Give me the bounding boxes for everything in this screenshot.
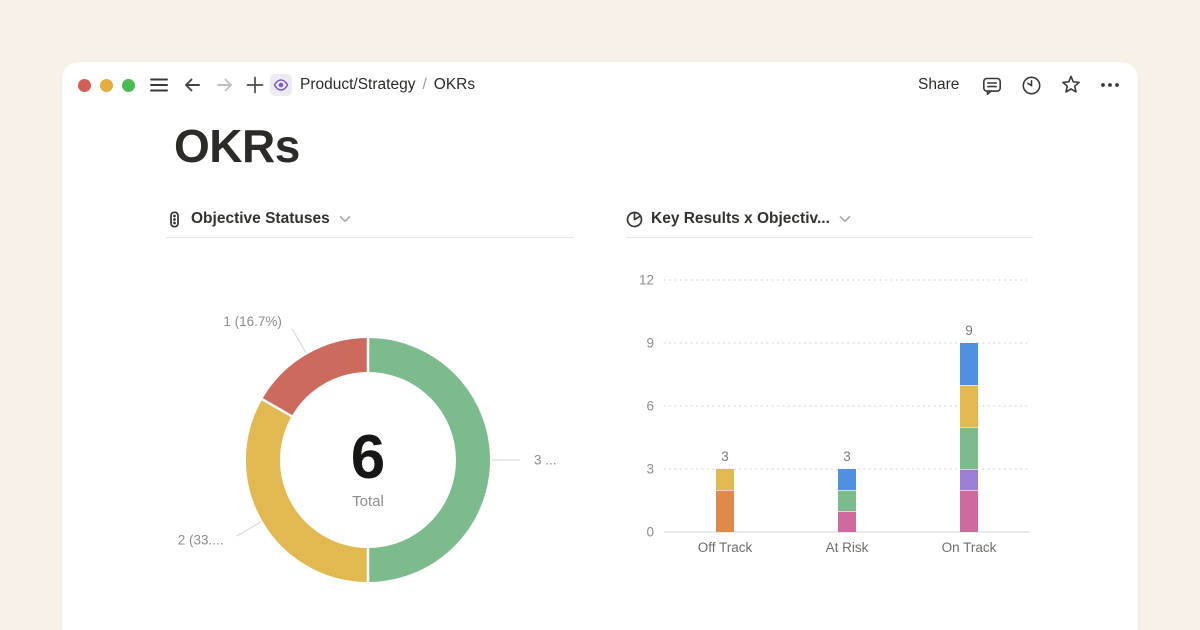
breadcrumb-separator: / bbox=[422, 76, 427, 93]
traffic-light-icon bbox=[170, 210, 179, 228]
breadcrumb: Product/Strategy / OKRs bbox=[300, 62, 475, 108]
comments-icon[interactable] bbox=[981, 75, 1003, 97]
leader-line bbox=[291, 328, 307, 353]
bar-total-label: 3 bbox=[843, 449, 851, 464]
chevron-down-icon bbox=[839, 215, 851, 222]
bar-total-label: 9 bbox=[965, 323, 973, 338]
chart-header-key-results[interactable]: Key Results x Objectiv... bbox=[626, 206, 851, 232]
more-ellipsis-icon[interactable] bbox=[1100, 75, 1120, 95]
bar-segment[interactable] bbox=[716, 469, 734, 490]
page-icon-badge[interactable] bbox=[270, 74, 292, 96]
chart-title: Objective Statuses bbox=[191, 210, 330, 227]
chart-title: Key Results x Objectiv... bbox=[651, 210, 830, 227]
updates-clock-icon[interactable] bbox=[1021, 75, 1042, 96]
donut-slice[interactable] bbox=[367, 338, 490, 582]
breadcrumb-parent[interactable]: Product/Strategy bbox=[300, 76, 416, 93]
y-tick-label: 0 bbox=[646, 525, 654, 540]
breadcrumb-current[interactable]: OKRs bbox=[433, 76, 476, 93]
donut-total-label: Total bbox=[352, 493, 384, 510]
category-label: At Risk bbox=[826, 540, 869, 555]
new-page-plus-icon[interactable] bbox=[246, 76, 264, 94]
chart-divider bbox=[166, 237, 574, 238]
menu-icon[interactable] bbox=[149, 75, 169, 95]
window-toolbar: Product/Strategy / OKRs Share bbox=[62, 62, 1138, 108]
bar-segment[interactable] bbox=[838, 490, 856, 511]
category-label: Off Track bbox=[698, 540, 753, 555]
bar-segment[interactable] bbox=[716, 490, 734, 532]
traffic-light-zoom[interactable] bbox=[121, 78, 135, 92]
slice-label: 2 (33.... bbox=[178, 533, 224, 548]
chart-divider bbox=[626, 237, 1033, 238]
eye-page-icon bbox=[273, 79, 289, 91]
app-window: Product/Strategy / OKRs Share bbox=[62, 62, 1138, 630]
bar-segment[interactable] bbox=[960, 343, 978, 385]
category-label: On Track bbox=[942, 540, 997, 555]
bar-segment[interactable] bbox=[960, 490, 978, 532]
y-tick-label: 3 bbox=[646, 462, 654, 477]
bar-segment[interactable] bbox=[838, 511, 856, 532]
slice-label: 1 (16.7%) bbox=[223, 314, 282, 329]
bar-segment[interactable] bbox=[838, 469, 856, 490]
page-title: OKRs bbox=[174, 120, 300, 172]
chevron-down-icon bbox=[339, 215, 351, 222]
stacked-bar-chart[interactable]: 0 3 6 9 12 3 Off Track 3 At Risk 9 On Track bbox=[620, 260, 1040, 570]
favorite-star-icon[interactable] bbox=[1060, 74, 1082, 96]
y-tick-label: 12 bbox=[639, 273, 654, 288]
donut-total-value: 6 bbox=[351, 423, 385, 492]
back-arrow-icon[interactable] bbox=[182, 75, 202, 95]
bar-segment[interactable] bbox=[960, 385, 978, 427]
bar-segment[interactable] bbox=[960, 427, 978, 469]
chart-header-objective-statuses[interactable]: Objective Statuses bbox=[166, 206, 351, 232]
forward-arrow-icon[interactable] bbox=[215, 75, 235, 95]
pie-chart-icon bbox=[626, 211, 643, 227]
slice-label: 3 ... bbox=[534, 453, 557, 468]
leader-line bbox=[236, 521, 261, 537]
y-tick-label: 6 bbox=[646, 399, 654, 414]
donut-slice[interactable] bbox=[262, 338, 369, 417]
donut-slice[interactable] bbox=[246, 399, 369, 582]
bar-total-label: 3 bbox=[721, 449, 729, 464]
bar-segment[interactable] bbox=[960, 469, 978, 490]
traffic-light-close[interactable] bbox=[77, 78, 91, 92]
traffic-light-minimize[interactable] bbox=[99, 78, 113, 92]
share-button[interactable]: Share bbox=[918, 76, 960, 93]
slice-separator bbox=[259, 397, 295, 419]
y-tick-label: 9 bbox=[646, 336, 654, 351]
